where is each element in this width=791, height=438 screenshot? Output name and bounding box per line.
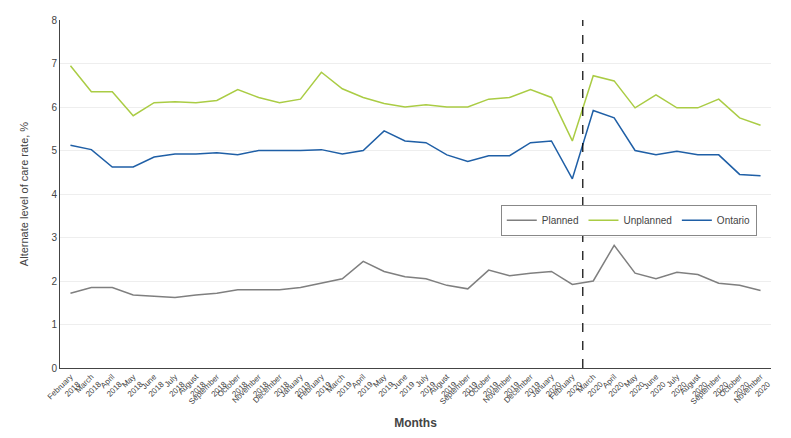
svg-text:March2018: March2018 bbox=[74, 372, 104, 402]
svg-text:May2018: May2018 bbox=[118, 372, 145, 399]
svg-text:July2018: July2018 bbox=[160, 372, 187, 399]
svg-text:February2019: February2019 bbox=[297, 372, 334, 409]
svg-text:August2018: August2018 bbox=[176, 372, 208, 404]
svg-text:July2019: July2019 bbox=[411, 372, 438, 399]
svg-text:August2019: August2019 bbox=[427, 372, 459, 404]
svg-text:January2020: January2020 bbox=[529, 372, 563, 406]
svg-text:June2020: June2020 bbox=[641, 372, 668, 399]
svg-text:June2018: June2018 bbox=[139, 372, 166, 399]
svg-text:Unplanned: Unplanned bbox=[623, 215, 671, 226]
svg-text:Planned: Planned bbox=[542, 215, 579, 226]
svg-text:November2018: November2018 bbox=[230, 372, 270, 412]
svg-text:September2020: September2020 bbox=[689, 372, 731, 414]
svg-text:0: 0 bbox=[51, 363, 57, 374]
svg-text:March2019: March2019 bbox=[324, 372, 354, 402]
svg-text:May2020: May2020 bbox=[620, 372, 647, 399]
svg-text:3: 3 bbox=[51, 232, 57, 243]
svg-text:October2019: October2019 bbox=[466, 372, 500, 406]
svg-text:8: 8 bbox=[51, 15, 57, 26]
svg-text:5: 5 bbox=[51, 145, 57, 156]
svg-text:November2019: November2019 bbox=[481, 372, 521, 412]
svg-text:November2020: November2020 bbox=[732, 372, 772, 412]
svg-text:Alternate level of care rate,: Alternate level of care rate, % bbox=[18, 122, 30, 267]
svg-text:December2018: December2018 bbox=[251, 372, 291, 412]
svg-text:April2019: April2019 bbox=[349, 372, 376, 399]
svg-text:September2019: September2019 bbox=[438, 372, 480, 414]
svg-text:April2018: April2018 bbox=[98, 372, 125, 399]
svg-text:Ontario: Ontario bbox=[717, 215, 750, 226]
svg-text:June2019: June2019 bbox=[390, 372, 417, 399]
svg-text:July2020: July2020 bbox=[662, 372, 689, 399]
svg-text:February2020: February2020 bbox=[548, 372, 585, 409]
svg-text:February2018: February2018 bbox=[46, 372, 83, 409]
svg-text:2: 2 bbox=[51, 276, 57, 287]
svg-text:Months: Months bbox=[394, 416, 437, 430]
svg-text:6: 6 bbox=[51, 102, 57, 113]
svg-text:4: 4 bbox=[51, 189, 57, 200]
svg-text:October2020: October2020 bbox=[717, 372, 751, 406]
svg-text:September2018: September2018 bbox=[187, 372, 229, 414]
svg-text:August2020: August2020 bbox=[678, 372, 710, 404]
svg-text:March2020: March2020 bbox=[575, 372, 605, 402]
svg-text:October2018: October2018 bbox=[215, 372, 249, 406]
svg-text:May2019: May2019 bbox=[369, 372, 396, 399]
svg-text:December2019: December2019 bbox=[502, 372, 542, 412]
svg-text:April2020: April2020 bbox=[599, 372, 626, 399]
svg-text:January2019: January2019 bbox=[278, 372, 312, 406]
svg-text:1: 1 bbox=[51, 319, 57, 330]
svg-text:7: 7 bbox=[51, 58, 57, 69]
